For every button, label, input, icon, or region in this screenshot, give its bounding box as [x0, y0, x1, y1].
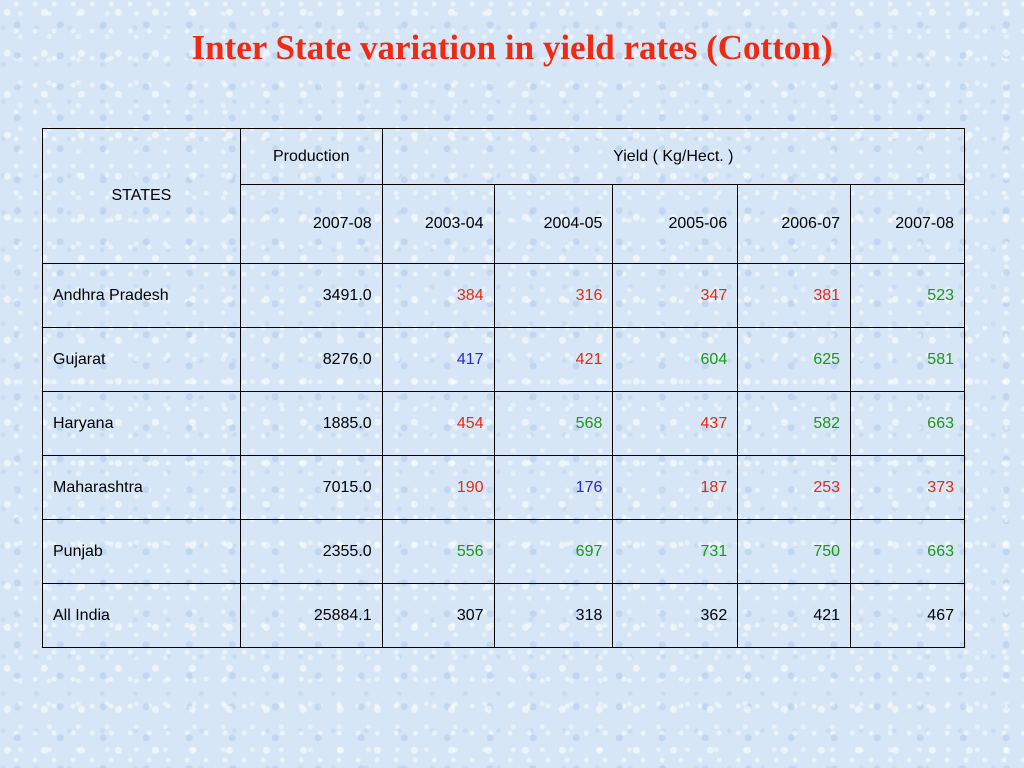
yield-cell: 731 [612, 519, 739, 584]
yield-cell: 625 [737, 327, 852, 392]
header-row-groups: STATES Production Yield ( Kg/Hect. ) [42, 128, 966, 264]
yield-cell: 581 [850, 327, 965, 392]
yield-cell: 421 [493, 327, 614, 392]
states-header: STATES [42, 128, 241, 264]
page-title: Inter State variation in yield rates (Co… [191, 28, 833, 67]
state-cell: All India [42, 583, 241, 648]
yield-cell: 190 [381, 455, 495, 520]
yield-cell: 421 [737, 583, 852, 648]
production-cell: 2355.0 [239, 519, 383, 584]
yield-cell: 362 [612, 583, 739, 648]
production-header: Production [239, 128, 383, 185]
yield-cell: 663 [850, 391, 965, 456]
table-row: Punjab 2355.0 556 697 731 750 663 [42, 519, 965, 584]
state-cell: Haryana [42, 391, 241, 456]
table-row: Haryana 1885.0 454 568 437 582 663 [42, 391, 965, 456]
yield-cell: 384 [381, 263, 495, 328]
yield-cell: 316 [493, 263, 614, 328]
table-row: Gujarat 8276.0 417 421 604 625 581 [42, 327, 965, 392]
yield-year-header: 2005-06 [612, 184, 739, 264]
yield-cell: 318 [493, 583, 614, 648]
production-cell: 1885.0 [239, 391, 383, 456]
yield-cell: 437 [612, 391, 739, 456]
yield-cell: 454 [381, 391, 495, 456]
yield-cell: 187 [612, 455, 739, 520]
production-cell: 7015.0 [239, 455, 383, 520]
yield-cell: 307 [381, 583, 495, 648]
state-cell: Punjab [42, 519, 241, 584]
table-row: Andhra Pradesh 3491.0 384 316 347 381 52… [42, 263, 965, 328]
production-year-header: 2007-08 [239, 184, 383, 264]
yield-cell: 750 [737, 519, 852, 584]
yield-cell: 568 [493, 391, 614, 456]
yield-cell: 253 [737, 455, 852, 520]
yield-year-header: 2004-05 [493, 184, 614, 264]
yield-cell: 347 [612, 263, 739, 328]
yield-cell: 663 [850, 519, 965, 584]
yield-cell: 556 [381, 519, 495, 584]
yield-cell: 176 [493, 455, 614, 520]
yield-header: Yield ( Kg/Hect. ) [381, 128, 966, 185]
yield-year-header: 2006-07 [737, 184, 852, 264]
yield-cell: 381 [737, 263, 852, 328]
table-row-total: All India 25884.1 307 318 362 421 467 [42, 583, 965, 648]
state-cell: Gujarat [42, 327, 241, 392]
yield-year-header: 2003-04 [381, 184, 495, 264]
production-cell: 3491.0 [239, 263, 383, 328]
production-cell: 8276.0 [239, 327, 383, 392]
yield-cell: 604 [612, 327, 739, 392]
yield-cell: 467 [850, 583, 965, 648]
state-cell: Andhra Pradesh [42, 263, 241, 328]
state-cell: Maharashtra [42, 455, 241, 520]
production-cell: 25884.1 [239, 583, 383, 648]
yield-cell: 523 [850, 263, 965, 328]
yield-year-header: 2007-08 [850, 184, 965, 264]
yield-cell: 373 [850, 455, 965, 520]
table-row: Maharashtra 7015.0 190 176 187 253 373 [42, 455, 965, 520]
header-row-years: 2007-08 2003-04 2004-05 2005-06 2006-07 … [43, 184, 965, 264]
yield-cell: 417 [381, 327, 495, 392]
yield-cell: 582 [737, 391, 852, 456]
yield-cell: 697 [493, 519, 614, 584]
yield-table: STATES Production Yield ( Kg/Hect. ) 200… [42, 128, 966, 648]
